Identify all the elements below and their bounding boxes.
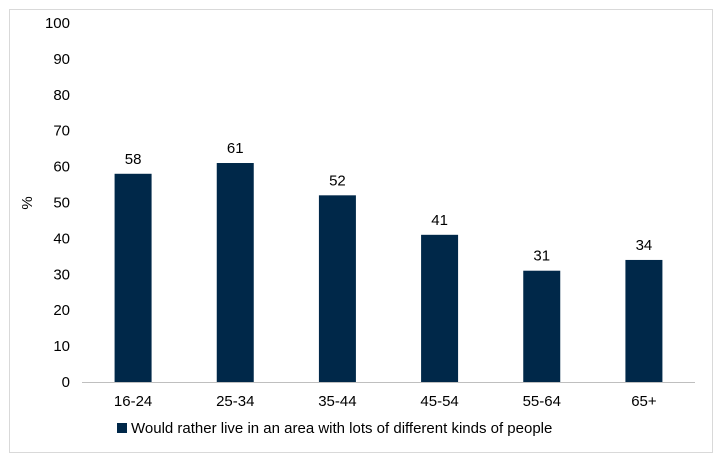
data-label: 58 [125,151,142,168]
x-tick-label: 25-34 [216,393,254,410]
data-label: 61 [227,140,244,157]
y-tick-label: 20 [53,302,70,319]
y-axis-label: % [19,196,36,209]
bar [216,163,254,382]
y-tick-label: 0 [62,374,70,391]
y-tick-label: 30 [53,266,70,283]
x-tick-label: 55-64 [523,393,561,410]
y-tick-label: 40 [53,230,70,247]
x-tick-label: 65+ [631,393,657,410]
bar [318,195,356,382]
y-axis-ticks: 0 10 20 30 40 50 60 70 80 90 100 [45,15,70,391]
bar [523,270,561,382]
data-labels-group: 58 61 52 41 31 34 [125,140,653,265]
x-tick-label: 45-54 [420,393,458,410]
legend-swatch [117,423,127,433]
bar [625,259,663,382]
bars-group [114,163,663,382]
y-tick-label: 50 [53,195,70,212]
data-label: 31 [533,248,550,265]
bar [114,173,152,382]
y-tick-label: 10 [53,338,70,355]
x-tick-label: 35-44 [318,393,356,410]
legend: Would rather live in an area with lots o… [117,420,552,437]
y-tick-label: 100 [45,15,70,32]
x-tick-label: 16-24 [114,393,152,410]
bar [421,234,459,382]
x-axis-ticks: 16-24 25-34 35-44 45-54 55-64 65+ [114,393,657,410]
y-tick-label: 80 [53,87,70,104]
data-label: 41 [431,212,448,229]
legend-label: Would rather live in an area with lots o… [131,420,552,437]
y-tick-label: 90 [53,51,70,68]
data-label: 52 [329,172,346,189]
data-label: 34 [636,237,653,254]
y-tick-label: 70 [53,123,70,140]
y-tick-label: 60 [53,159,70,176]
